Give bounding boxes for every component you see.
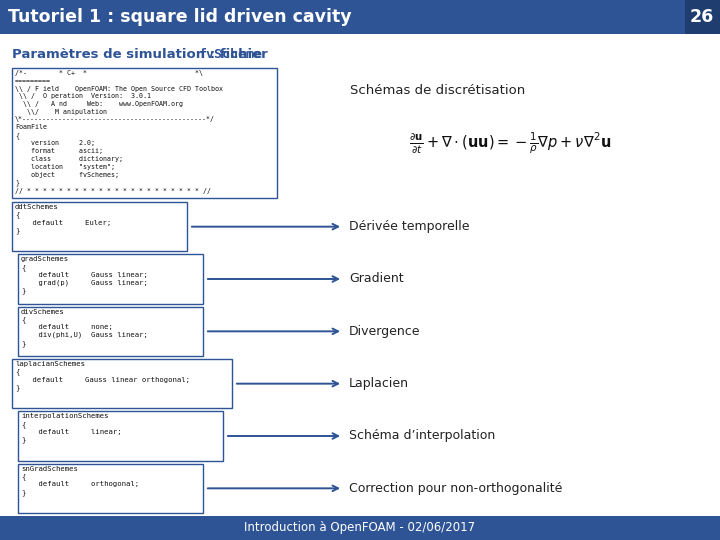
Bar <box>0 0 685 34</box>
Text: snGradSchemes
{
    default     orthogonal;
}: snGradSchemes { default orthogonal; } <box>21 465 139 496</box>
Text: Schéma d’interpolation: Schéma d’interpolation <box>349 429 495 442</box>
Bar <box>0 516 720 540</box>
Text: Paramètres de simulation : fichier: Paramètres de simulation : fichier <box>12 49 272 62</box>
Bar <box>685 0 720 34</box>
Bar <box>12 202 187 251</box>
Text: fvScheme: fvScheme <box>199 49 264 62</box>
Text: Dérivée temporelle: Dérivée temporelle <box>349 220 469 233</box>
Text: 26: 26 <box>690 8 714 26</box>
Text: Tutoriel 1 : square lid driven cavity: Tutoriel 1 : square lid driven cavity <box>8 8 351 26</box>
Bar <box>18 464 203 513</box>
Text: Divergence: Divergence <box>349 325 420 338</box>
Bar <box>18 254 203 303</box>
Text: /*-        * C+  *                           *\
=========
\\ / F ield    OpenFOA: /*- * C+ * *\ ========= \\ / F ield Open… <box>15 70 223 194</box>
Text: $\frac{\partial \mathbf{u}}{\partial t} + \nabla \cdot (\mathbf{u}\mathbf{u}) = : $\frac{\partial \mathbf{u}}{\partial t} … <box>409 130 611 156</box>
Text: Laplacien: Laplacien <box>349 377 409 390</box>
Bar <box>12 68 277 198</box>
Text: divSchemes
{
    default     none;
    div(phi,U)  Gauss linear;
}: divSchemes { default none; div(phi,U) Ga… <box>21 309 148 347</box>
Bar <box>18 411 223 461</box>
Bar <box>18 307 203 356</box>
Text: Schémas de discrétisation: Schémas de discrétisation <box>350 84 526 97</box>
Text: interpolationSchemes
{
    default     linear;
}: interpolationSchemes { default linear; } <box>21 413 122 443</box>
Text: Correction pour non-orthogonalité: Correction pour non-orthogonalité <box>349 482 562 495</box>
Text: gradSchemes
{
    default     Gauss linear;
    grad(p)     Gauss linear;
}: gradSchemes { default Gauss linear; grad… <box>21 256 148 294</box>
Text: Gradient: Gradient <box>349 273 404 286</box>
Text: laplacianSchemes
{
    default     Gauss linear orthogonal;
}: laplacianSchemes { default Gauss linear … <box>15 361 190 391</box>
Bar <box>12 359 232 408</box>
Text: Introduction à OpenFOAM - 02/06/2017: Introduction à OpenFOAM - 02/06/2017 <box>244 522 476 535</box>
Text: ddtSchemes
{
    default     Euler;
}: ddtSchemes { default Euler; } <box>15 204 112 234</box>
